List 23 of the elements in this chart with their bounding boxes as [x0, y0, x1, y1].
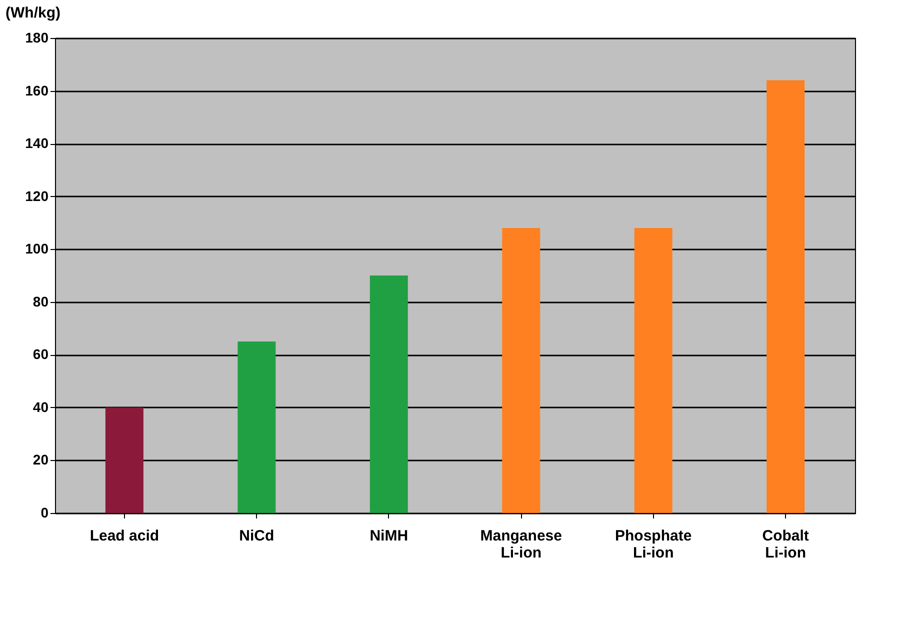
y-tick-label: 120: [25, 188, 49, 204]
x-tick-label: Manganese Li-ion: [480, 528, 562, 562]
x-tick-label: Phosphate Li-ion: [615, 528, 692, 562]
bar: [370, 276, 408, 513]
y-tick-label: 140: [25, 135, 49, 152]
y-tick-label: 80: [32, 293, 49, 310]
x-tick-label: Lead acid: [90, 528, 160, 544]
y-tick-label: 60: [32, 346, 49, 362]
bar: [238, 341, 276, 513]
y-tick-label: 20: [32, 452, 49, 468]
x-tick-label: Cobalt Li-ion: [762, 528, 809, 562]
x-tick-label: NiMH: [370, 528, 408, 544]
bar: [502, 228, 540, 513]
bar: [634, 228, 672, 513]
y-axis-title: (Wh/kg): [6, 4, 60, 22]
y-tick-label: 160: [25, 82, 49, 98]
x-tick-label: NiCd: [239, 528, 274, 544]
bar: [105, 407, 144, 513]
y-tick-label: 100: [25, 240, 49, 257]
y-tick-label: 0: [40, 504, 49, 520]
bar: [766, 80, 805, 513]
y-tick-label: 180: [25, 30, 49, 46]
y-tick-label: 40: [32, 398, 49, 415]
